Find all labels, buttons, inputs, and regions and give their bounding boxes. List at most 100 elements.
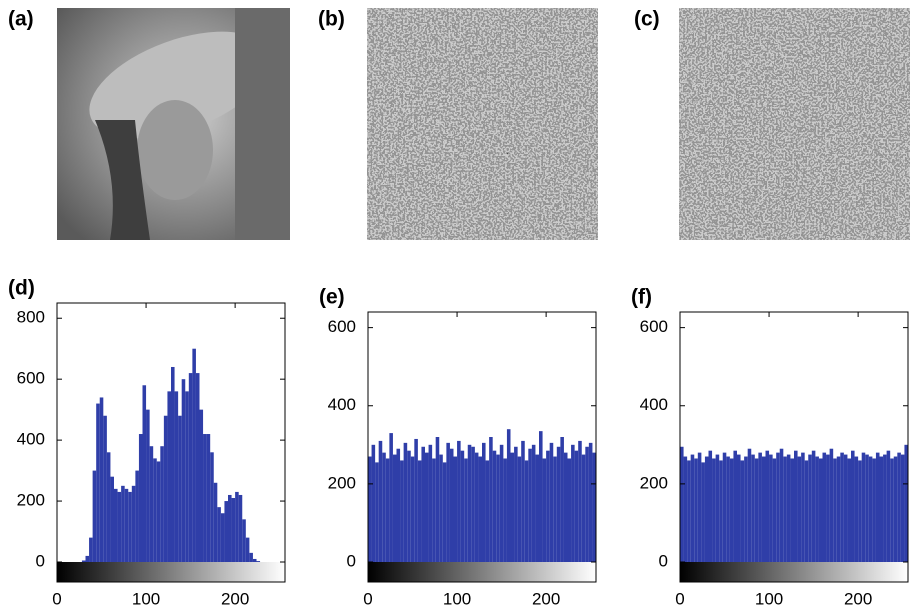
panel-label: (e) [319,286,345,309]
bar [539,431,543,562]
bar [772,458,777,562]
bar [690,454,695,562]
bar [843,454,848,562]
bar [106,452,111,562]
bar [81,560,86,562]
bar [171,366,175,562]
bar [467,444,472,562]
y-tick-label: 800 [17,308,45,327]
bar [808,454,812,562]
bar [496,454,500,562]
bar [117,491,122,562]
bar [581,454,586,562]
bar [822,452,827,562]
y-tick-label: 400 [328,395,356,414]
bar [195,373,200,562]
bar [499,444,504,562]
bar [407,450,411,562]
y-tick-label: 0 [659,551,668,570]
bar [701,462,705,562]
bar [252,558,257,562]
bar [99,397,104,562]
bar [592,452,596,562]
bar [836,456,841,562]
bar [826,454,830,562]
bar [517,456,522,562]
bar [556,446,561,562]
colorbar [368,562,596,582]
bar [421,446,425,562]
panel-label: (d) [8,277,35,300]
bar [400,460,404,562]
bar [492,450,497,562]
bar [457,440,461,562]
bar [206,434,211,562]
y-tick-label: 600 [640,317,668,336]
bar [904,444,908,562]
bar [897,452,901,562]
bar [683,456,688,562]
bar [417,460,422,562]
bar [146,409,150,562]
bar [371,444,376,562]
bar [410,456,415,562]
bar [428,444,433,562]
bar [531,444,536,562]
bar [446,442,450,562]
bar [560,437,564,562]
bar [378,440,383,562]
bar [103,415,107,562]
bar [542,458,547,562]
bar [213,482,218,562]
bar [854,456,859,562]
bar [804,460,809,562]
bar [737,454,741,562]
bar [729,458,734,562]
bar [840,452,844,562]
bar [571,444,575,562]
bar [135,470,139,562]
bar [893,456,898,562]
x-tick-label: 0 [52,589,61,608]
bar [435,437,440,562]
x-tick-label: 100 [132,589,160,608]
bar [460,450,465,562]
bar [403,442,408,562]
bar [142,385,147,562]
x-tick-label: 100 [443,589,471,608]
bar [453,456,458,562]
bar [879,456,884,562]
bar [680,446,684,562]
bar [238,494,243,562]
bar [751,454,755,562]
bar [121,485,125,562]
bar [174,391,179,562]
bar [861,452,866,562]
bar [210,452,214,562]
bar [574,450,579,562]
bar [510,452,515,562]
bar [563,452,568,562]
bar [761,456,766,562]
bar [249,552,253,562]
bar [868,456,873,562]
bar [392,454,397,562]
bar [687,460,691,562]
bar [553,456,557,562]
bar [242,519,246,562]
y-tick-label: 200 [17,491,45,510]
bar [546,450,550,562]
y-tick-label: 0 [36,551,45,570]
bar [776,452,780,562]
bar [833,458,837,562]
x-tick-label: 0 [675,589,684,608]
bar [231,498,236,562]
y-tick-label: 600 [328,317,356,336]
bar [886,450,891,562]
bar [578,440,582,562]
panel-label: (c) [634,8,660,31]
bar [92,470,97,562]
bar [432,458,436,562]
bar [875,452,880,562]
bar [535,454,539,562]
